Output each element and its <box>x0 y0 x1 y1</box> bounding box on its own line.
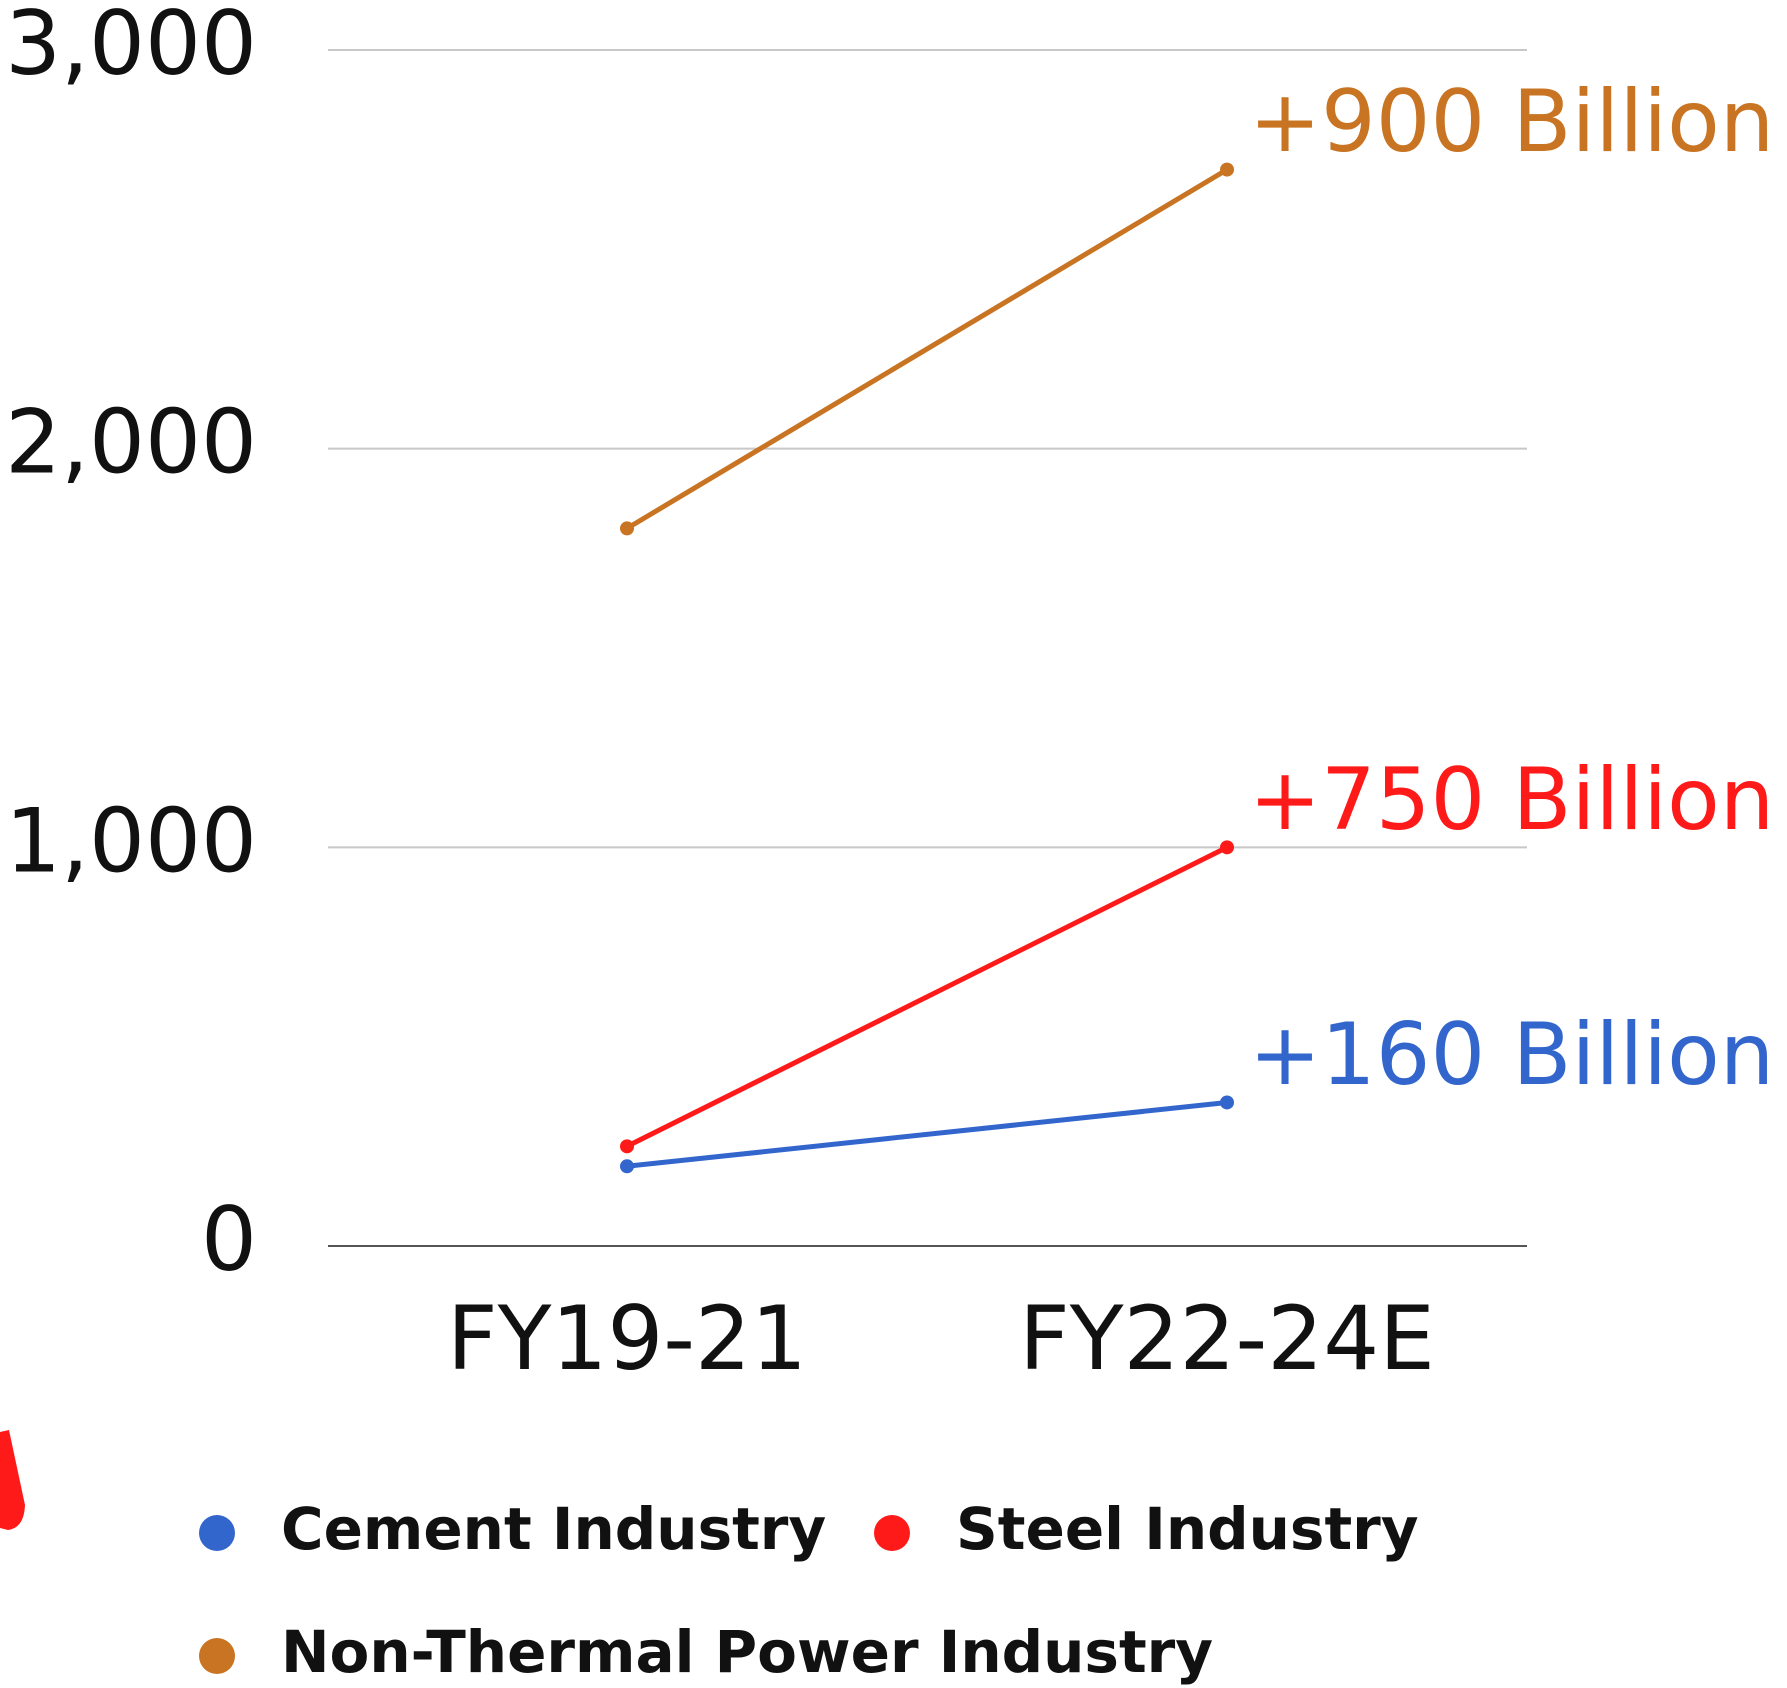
y-tick-label: 1,000 <box>5 789 257 892</box>
annotation: +750 Billion <box>1249 750 1774 850</box>
y-tick-label: 2,000 <box>5 391 257 494</box>
legend-label: Steel Industry <box>956 1495 1419 1563</box>
x-tick-label: FY22-24E <box>1019 1287 1435 1390</box>
annotation: +900 Billion <box>1249 72 1774 172</box>
point <box>1220 162 1234 177</box>
x-tick-label: FY19-21 <box>447 1287 807 1390</box>
series-line <box>625 167 1229 531</box>
point <box>620 1139 634 1154</box>
annotation: +160 Billion <box>1249 1005 1774 1105</box>
series-line <box>626 1099 1228 1169</box>
series-line <box>625 845 1229 1149</box>
y-tick-label: 3,000 <box>5 0 257 95</box>
legend-label: Non-Thermal Power Industry <box>281 1618 1213 1686</box>
point <box>1220 840 1234 855</box>
point <box>1220 1095 1234 1110</box>
y-tick-label: 0 <box>201 1188 257 1291</box>
legend-marker <box>874 1515 910 1551</box>
decoration <box>0 1430 25 1530</box>
legend-label: Cement Industry <box>281 1495 826 1563</box>
point <box>620 521 634 536</box>
point <box>620 1159 634 1174</box>
legend-marker <box>199 1638 235 1674</box>
legend-marker <box>199 1515 235 1551</box>
